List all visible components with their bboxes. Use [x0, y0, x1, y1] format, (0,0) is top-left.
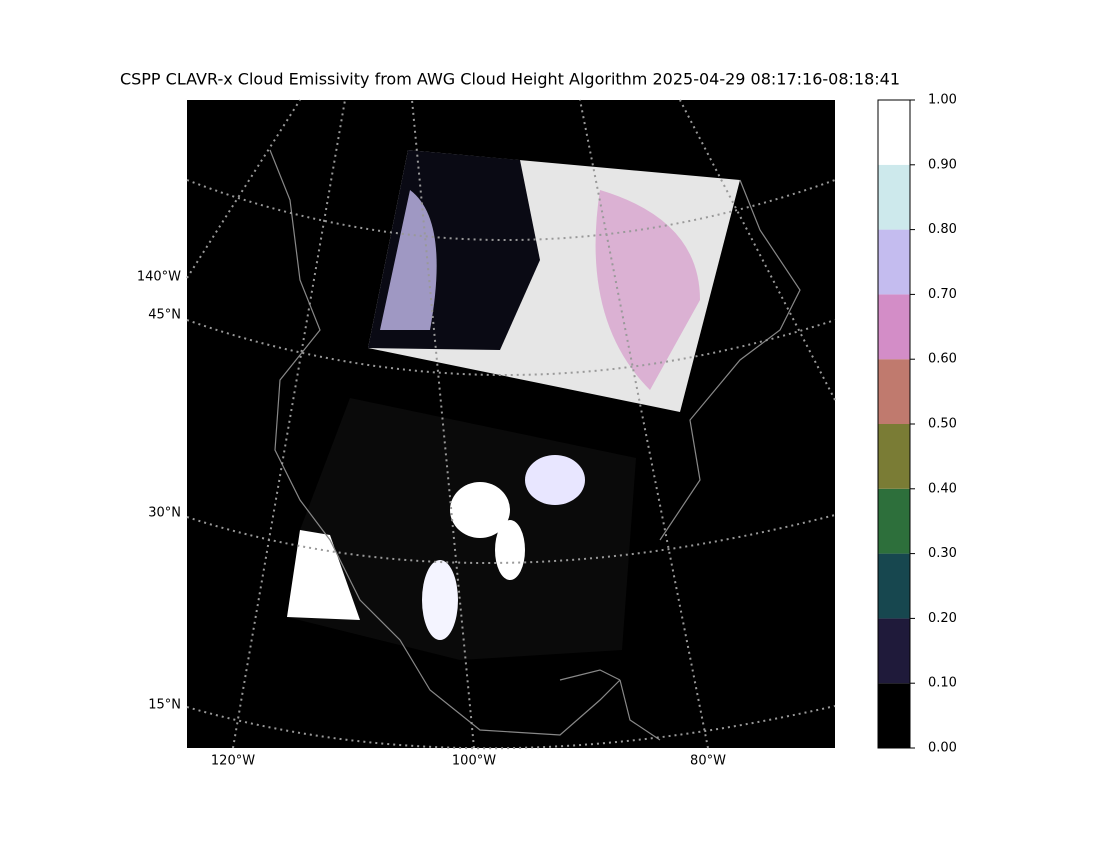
graticule — [579, 99, 709, 749]
coastline — [269, 149, 801, 741]
cloud — [525, 455, 585, 505]
cloud — [595, 190, 700, 390]
graticule — [186, 99, 301, 279]
lon-label: 100°W — [452, 754, 496, 769]
lon-label: 120°W — [211, 754, 255, 769]
graticule — [679, 99, 836, 401]
colorbar-segment — [878, 424, 910, 489]
graticule — [411, 99, 475, 749]
tick-label: 1.00 — [928, 93, 957, 108]
tick-label: 0.80 — [928, 222, 957, 237]
tick-label: 0.30 — [928, 546, 957, 561]
lat-label: 30°N — [148, 506, 181, 521]
tick-label: 0.20 — [928, 611, 957, 626]
map — [186, 99, 836, 750]
colorbar: 0.00 0.10 0.20 0.30 0.40 0.50 0.60 0.70 0.80 0.90… — [877, 93, 957, 756]
colorbar-segment — [878, 164, 910, 230]
colorbar-segment — [878, 553, 910, 619]
colorbar-segment — [878, 294, 910, 360]
colorbar-segment — [878, 683, 910, 748]
graticule — [186, 179, 836, 241]
lon-label: 80°W — [690, 754, 726, 769]
tick-label: 0.60 — [928, 352, 957, 367]
graticule — [186, 705, 836, 750]
tick-label: 0.40 — [928, 481, 957, 496]
tick-label: 0.90 — [928, 157, 957, 172]
lat-label: 45°N — [148, 308, 181, 323]
cloud — [380, 190, 437, 330]
colorbar-segment — [878, 618, 910, 684]
tick-label: 0.00 — [928, 741, 957, 756]
colorbar-segment — [878, 359, 910, 424]
tick-label: 0.50 — [928, 417, 957, 432]
colorbar-segment — [878, 100, 910, 165]
graticule — [232, 99, 346, 749]
tick-label: 0.70 — [928, 287, 957, 302]
cloud — [450, 482, 510, 538]
lat-label: 15°N — [148, 698, 181, 713]
title: CSPP CLAVR-x Cloud Emissivity from AWG C… — [120, 70, 900, 89]
cloud — [495, 520, 525, 580]
graticule — [186, 319, 836, 376]
colorbar-segment — [878, 488, 910, 554]
cloud — [422, 560, 458, 640]
lon-label: 140°W — [137, 270, 181, 285]
tick-label: 0.10 — [928, 676, 957, 691]
colorbar-segment — [878, 229, 910, 295]
cloud — [287, 530, 360, 620]
